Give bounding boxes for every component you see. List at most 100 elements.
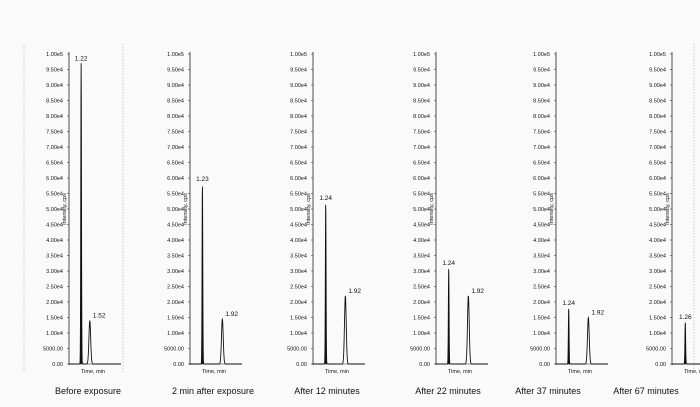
y-tick-label: 5.50e4 [649, 192, 666, 198]
y-tick-label: 9.00e4 [290, 83, 307, 89]
y-tick-label: 9.50e4 [413, 68, 430, 74]
y-tick-label: 4.00e4 [413, 238, 430, 244]
y-tick-label: 1.00e4 [533, 331, 550, 337]
y-tick-label: 5.50e4 [413, 192, 430, 198]
y-tick-label: 8.50e4 [167, 99, 184, 105]
y-tick-label: 5.00e4 [46, 207, 63, 213]
y-tick-label: 9.00e4 [413, 83, 430, 89]
y-tick-label: 5000.00 [530, 347, 550, 353]
y-tick-label: 7.50e4 [167, 130, 184, 136]
y-tick-label: 7.50e4 [46, 130, 63, 136]
y-tick-label: 1.00e5 [167, 52, 184, 58]
y-tick-label: 6.50e4 [46, 161, 63, 167]
x-axis-title: Time, min [202, 369, 226, 375]
y-tick-label: 2.00e4 [290, 300, 307, 306]
y-tick-label: 3.00e4 [533, 269, 550, 275]
y-tick-label: 5.50e4 [46, 192, 63, 198]
y-tick-label: 8.00e4 [413, 114, 430, 120]
panel-caption: After 67 minutes [613, 386, 679, 396]
y-tick-label: 4.50e4 [533, 223, 550, 229]
trace-line [190, 186, 242, 365]
panel-6: 0.00 5000.00 1.00e4 1.50e4 2.00e4 2.50e4 3.00e… [613, 52, 700, 396]
y-tick-label: 8.50e4 [533, 99, 550, 105]
panel-2: 0.00 5000.00 1.00e4 1.50e4 2.00e4 2.50e4 3.00e… [164, 52, 254, 396]
y-tick-label: 1.50e4 [413, 316, 430, 322]
trace-line [436, 269, 488, 365]
y-tick-label: 5.50e4 [290, 192, 307, 198]
y-tick-label: 7.00e4 [413, 145, 430, 151]
y-tick-label: 1.00e4 [167, 331, 184, 337]
y-tick-label: 7.00e4 [533, 145, 550, 151]
y-tick-label: 2.00e4 [46, 300, 63, 306]
y-tick-label: 7.00e4 [46, 145, 63, 151]
y-tick-label: 0.00 [52, 362, 63, 368]
y-tick-label: 3.50e4 [167, 254, 184, 260]
y-tick-label: 7.50e4 [533, 130, 550, 136]
y-tick-label: 1.50e4 [649, 316, 666, 322]
x-axis-title: Time, min [448, 369, 472, 375]
panel-1: 0.00 5000.00 1.00e4 1.50e4 2.00e4 2.50e4 3.00e… [43, 52, 121, 396]
y-tick-label: 1.00e5 [413, 52, 430, 58]
peak-label: 1.92 [225, 311, 238, 318]
y-tick-label: 1.00e5 [290, 52, 307, 58]
panel-caption: After 22 minutes [415, 386, 481, 396]
y-tick-label: 2.00e4 [167, 300, 184, 306]
y-tick-label: 4.50e4 [167, 223, 184, 229]
y-tick-label: 4.00e4 [46, 238, 63, 244]
panel-3: 0.00 5000.00 1.00e4 1.50e4 2.00e4 2.50e4 3.00e… [287, 52, 365, 396]
y-tick-label: 4.00e4 [167, 238, 184, 244]
y-tick-label: 5.00e4 [649, 207, 666, 213]
y-tick-label: 6.00e4 [413, 176, 430, 182]
y-tick-label: 7.00e4 [167, 145, 184, 151]
y-tick-label: 2.50e4 [413, 285, 430, 291]
y-tick-label: 1.00e4 [649, 331, 666, 337]
peak-label: 1.52 [93, 313, 106, 320]
peak-label: 1.24 [319, 195, 332, 202]
y-tick-label: 5000.00 [410, 347, 430, 353]
y-axis-title: Intensity, cps [306, 193, 312, 225]
y-tick-label: 6.50e4 [413, 161, 430, 167]
y-tick-label: 1.50e4 [533, 316, 550, 322]
main-peak-fill [79, 63, 83, 365]
y-tick-label: 0.00 [539, 362, 550, 368]
y-tick-label: 2.50e4 [167, 285, 184, 291]
y-tick-label: 1.50e4 [290, 316, 307, 322]
y-tick-label: 6.00e4 [167, 176, 184, 182]
y-tick-label: 7.50e4 [290, 130, 307, 136]
peak-label: 1.92 [591, 310, 604, 317]
y-tick-label: 5.00e4 [290, 207, 307, 213]
x-axis-title: Time, min [684, 369, 700, 375]
y-tick-label: 5.00e4 [533, 207, 550, 213]
y-tick-label: 6.50e4 [167, 161, 184, 167]
x-axis-title: Time, min [568, 369, 592, 375]
peak-label: 1.22 [75, 55, 88, 62]
main-peak-fill [683, 322, 687, 364]
x-axis-title: Time, min [325, 369, 349, 375]
y-tick-label: 1.00e5 [649, 52, 666, 58]
panel-caption: Before exposure [55, 386, 121, 396]
y-tick-label: 4.00e4 [649, 238, 666, 244]
y-axis-title: Intensity, cps [665, 193, 671, 225]
trace-line [69, 63, 121, 365]
y-tick-label: 9.00e4 [167, 83, 184, 89]
y-tick-label: 4.50e4 [290, 223, 307, 229]
y-tick-label: 2.00e4 [649, 300, 666, 306]
peak-label: 1.26 [679, 314, 692, 321]
y-tick-label: 7.50e4 [413, 130, 430, 136]
main-peak-fill [324, 202, 328, 364]
y-tick-label: 8.00e4 [290, 114, 307, 120]
y-tick-label: 9.50e4 [46, 68, 63, 74]
y-tick-label: 2.50e4 [533, 285, 550, 291]
peak-label: 1.92 [471, 288, 484, 295]
y-tick-label: 6.50e4 [649, 161, 666, 167]
y-tick-label: 0.00 [296, 362, 307, 368]
y-tick-label: 1.00e4 [413, 331, 430, 337]
y-tick-label: 9.50e4 [167, 68, 184, 74]
y-tick-label: 8.00e4 [46, 114, 63, 120]
y-tick-label: 1.00e5 [46, 52, 63, 58]
y-tick-label: 1.50e4 [46, 316, 63, 322]
y-axis-title: Intensity, cps [429, 193, 435, 225]
y-tick-label: 8.50e4 [46, 99, 63, 105]
y-tick-label: 4.50e4 [46, 223, 63, 229]
y-tick-label: 2.00e4 [413, 300, 430, 306]
